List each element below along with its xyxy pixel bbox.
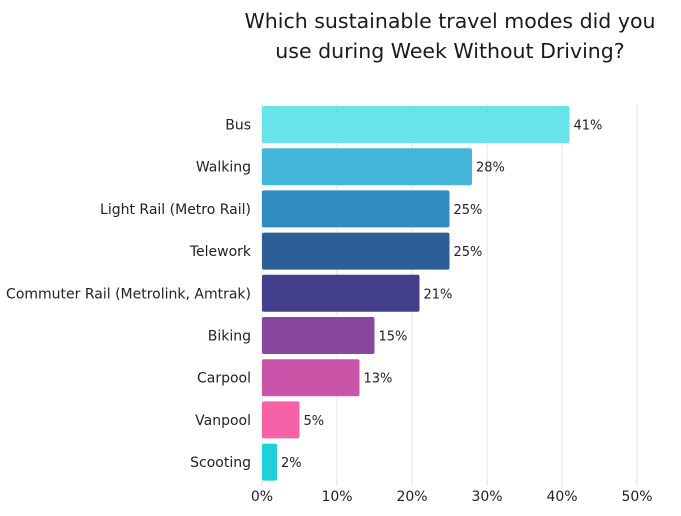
x-tick-label: 10%	[321, 489, 352, 505]
category-label: Bus	[225, 118, 251, 134]
bars	[262, 106, 570, 481]
value-label: 13%	[364, 372, 393, 387]
labels: 0% 10% 20% 30% 40% 50% Bus 41% Walking 28% Light R…	[6, 118, 653, 506]
category-label: Light Rail (Metro Rail)	[100, 202, 251, 218]
bar-biking	[262, 317, 375, 354]
x-tick-label: 50%	[621, 489, 652, 505]
bar-commuter-rail-metrolink-amtrak	[262, 274, 420, 312]
x-tick-label: 0%	[251, 489, 273, 505]
value-label: 5%	[304, 414, 325, 429]
category-label: Biking	[208, 329, 251, 345]
bar-carpool	[262, 359, 360, 397]
bar-light-rail-metro-rail	[262, 190, 450, 228]
bar-vanpool	[262, 401, 300, 439]
chart-title: Which sustainable travel modes did you u…	[244, 9, 656, 63]
category-label: Commuter Rail (Metrolink, Amtrak)	[6, 286, 251, 302]
x-tick-label: 20%	[396, 489, 427, 505]
bar-walking	[262, 148, 472, 186]
value-label: 25%	[454, 245, 483, 260]
category-label: Walking	[196, 160, 251, 176]
value-label: 2%	[281, 456, 302, 471]
value-label: 21%	[424, 287, 453, 302]
category-label: Scooting	[190, 455, 251, 471]
value-label: 28%	[476, 161, 505, 176]
bar-bus	[262, 106, 570, 143]
x-tick-label: 40%	[546, 489, 577, 505]
value-label: 15%	[379, 330, 408, 345]
value-label: 41%	[574, 119, 603, 134]
category-label: Telework	[189, 244, 252, 260]
x-tick-label: 30%	[471, 489, 502, 505]
bar-scooting	[262, 443, 277, 481]
value-label: 25%	[454, 203, 483, 218]
category-label: Vanpool	[195, 413, 251, 429]
bar-telework	[262, 232, 450, 270]
category-label: Carpool	[197, 371, 251, 387]
